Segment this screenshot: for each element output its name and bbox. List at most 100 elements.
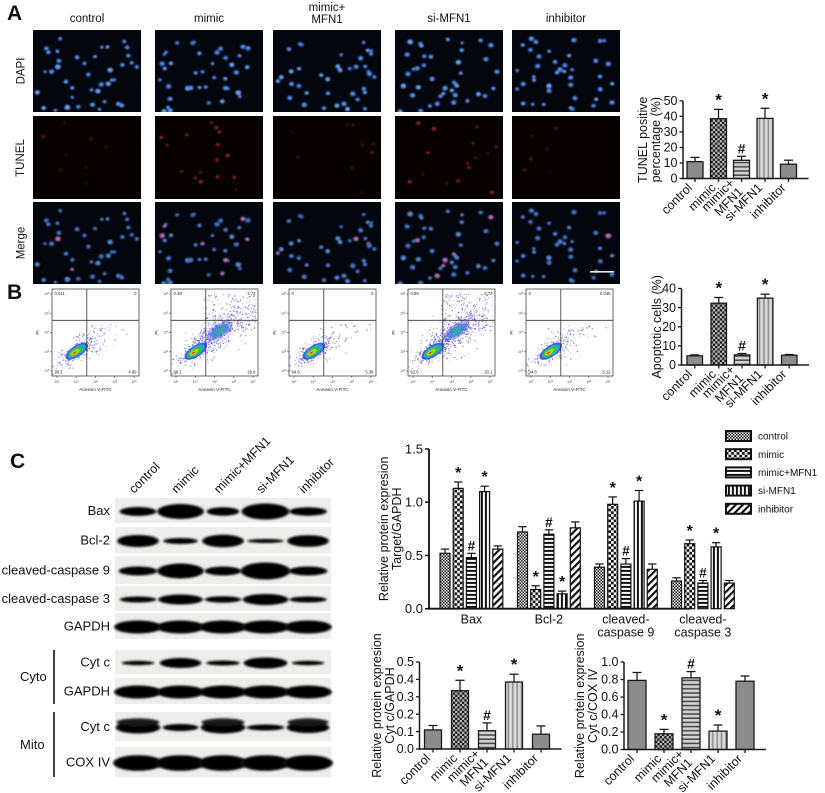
svg-text:104: 104 — [400, 331, 406, 335]
svg-text:20: 20 — [662, 320, 676, 334]
svg-text:inhibitor: inhibitor — [296, 455, 337, 496]
svg-text:106: 106 — [400, 292, 406, 296]
svg-text:104: 104 — [567, 380, 573, 384]
svg-text:Relative protein expresion: Relative protein expresion — [573, 633, 587, 778]
svg-text:#: # — [545, 515, 553, 530]
svg-text:Cyt c/GAPDH: Cyt c/GAPDH — [383, 667, 397, 743]
svg-text:0.5: 0.5 — [397, 655, 414, 669]
svg-text:30: 30 — [664, 125, 678, 139]
svg-text:4.73: 4.73 — [247, 291, 256, 296]
svg-text:Bax: Bax — [461, 613, 483, 627]
svg-text:Annexin V-FITC: Annexin V-FITC — [79, 387, 112, 392]
svg-text:*: * — [636, 474, 643, 491]
svg-text:control: control — [126, 460, 162, 496]
svg-text:0.8: 0.8 — [601, 673, 618, 687]
svg-text:GAPDH: GAPDH — [64, 684, 110, 699]
svg-text:50: 50 — [664, 94, 678, 108]
svg-text:Annexin V-FITC: Annexin V-FITC — [316, 387, 349, 392]
svg-text:PI: PI — [272, 330, 277, 334]
svg-text:105: 105 — [586, 380, 592, 384]
svg-text:Annexin V-FITC: Annexin V-FITC — [553, 387, 586, 392]
svg-text:*: * — [715, 90, 722, 109]
svg-text:Target/GAPDH: Target/GAPDH — [390, 487, 404, 570]
svg-text:5.12: 5.12 — [602, 370, 611, 375]
svg-text:104: 104 — [93, 380, 99, 384]
svg-text:104: 104 — [212, 380, 218, 384]
svg-text:0.4: 0.4 — [397, 673, 414, 687]
svg-text:20.1: 20.1 — [484, 370, 493, 375]
svg-text:102: 102 — [44, 369, 50, 373]
svg-text:0.6: 0.6 — [601, 690, 618, 704]
svg-text:PI: PI — [391, 330, 396, 334]
svg-text:Cyt c/COX IV: Cyt c/COX IV — [586, 668, 600, 743]
svg-text:0: 0 — [134, 291, 137, 296]
svg-text:*: * — [715, 279, 722, 298]
svg-text:40: 40 — [664, 110, 678, 124]
svg-text:cleaved-: cleaved- — [602, 613, 649, 627]
svg-text:104: 104 — [44, 331, 50, 335]
svg-text:cleaved-caspase 3: cleaved-caspase 3 — [2, 591, 110, 606]
svg-text:Relative protein expresion: Relative protein expresion — [370, 633, 384, 778]
svg-text:68.1: 68.1 — [174, 370, 183, 375]
svg-text:1.0: 1.0 — [405, 495, 423, 510]
svg-text:0.3: 0.3 — [397, 690, 414, 704]
svg-text:10: 10 — [664, 156, 678, 170]
svg-text:#: # — [699, 566, 707, 581]
svg-text:Cyto: Cyto — [20, 669, 47, 684]
svg-text:102: 102 — [163, 369, 169, 373]
svg-text:caspase 3: caspase 3 — [674, 626, 731, 640]
svg-text:104: 104 — [163, 331, 169, 335]
svg-text:0: 0 — [671, 172, 678, 186]
svg-text:20: 20 — [664, 141, 678, 155]
svg-text:*: * — [481, 469, 488, 486]
svg-text:0: 0 — [669, 358, 676, 372]
svg-text:103: 103 — [193, 380, 199, 384]
svg-text:106: 106 — [251, 380, 257, 384]
svg-text:si-MFN1: si-MFN1 — [758, 486, 796, 497]
svg-text:Cyt c: Cyt c — [80, 655, 110, 670]
svg-text:103: 103 — [44, 350, 50, 354]
svg-text:si-MFN1: si-MFN1 — [254, 453, 297, 496]
svg-text:*: * — [687, 523, 694, 540]
svg-text:104: 104 — [330, 380, 336, 384]
svg-text:0.1: 0.1 — [397, 725, 414, 739]
svg-text:102: 102 — [55, 380, 61, 384]
svg-text:0: 0 — [371, 291, 374, 296]
svg-text:inhibitor: inhibitor — [758, 504, 794, 515]
svg-text:*: * — [661, 710, 668, 729]
svg-text:102: 102 — [281, 369, 287, 373]
svg-text:102: 102 — [411, 380, 417, 384]
svg-text:*: * — [511, 655, 518, 674]
svg-text:0.0: 0.0 — [405, 601, 423, 616]
svg-text:40: 40 — [662, 282, 676, 296]
svg-text:COX IV: COX IV — [66, 755, 110, 770]
svg-text:*: * — [610, 480, 617, 497]
svg-text:102: 102 — [529, 380, 535, 384]
svg-text:105: 105 — [163, 311, 169, 315]
svg-text:0: 0 — [529, 291, 532, 296]
svg-text:control: control — [601, 752, 637, 788]
svg-text:*: * — [533, 569, 540, 586]
svg-text:#: # — [687, 656, 695, 672]
svg-text:94.8: 94.8 — [529, 370, 538, 375]
svg-text:*: * — [762, 275, 769, 294]
svg-text:103: 103 — [281, 350, 287, 354]
svg-text:cleaved-caspase 9: cleaved-caspase 9 — [2, 563, 110, 578]
svg-text:mimic+MFN1: mimic+MFN1 — [758, 468, 818, 479]
svg-text:0.045: 0.045 — [600, 291, 611, 296]
svg-text:105: 105 — [349, 380, 355, 384]
svg-text:105: 105 — [281, 311, 287, 315]
svg-text:#: # — [468, 538, 476, 553]
svg-text:Mito: Mito — [20, 737, 45, 752]
svg-text:0.0: 0.0 — [601, 743, 618, 757]
svg-text:Apoptotic cells (%): Apoptotic cells (%) — [650, 275, 664, 379]
svg-text:94.6: 94.6 — [292, 370, 301, 375]
svg-text:104: 104 — [449, 380, 455, 384]
svg-text:#: # — [738, 140, 746, 156]
svg-text:0.5: 0.5 — [405, 548, 423, 563]
svg-text:*: * — [455, 465, 462, 482]
svg-text:#: # — [483, 707, 491, 723]
svg-text:95.1: 95.1 — [55, 370, 64, 375]
svg-text:1.0: 1.0 — [601, 655, 618, 669]
svg-text:*: * — [715, 706, 722, 725]
